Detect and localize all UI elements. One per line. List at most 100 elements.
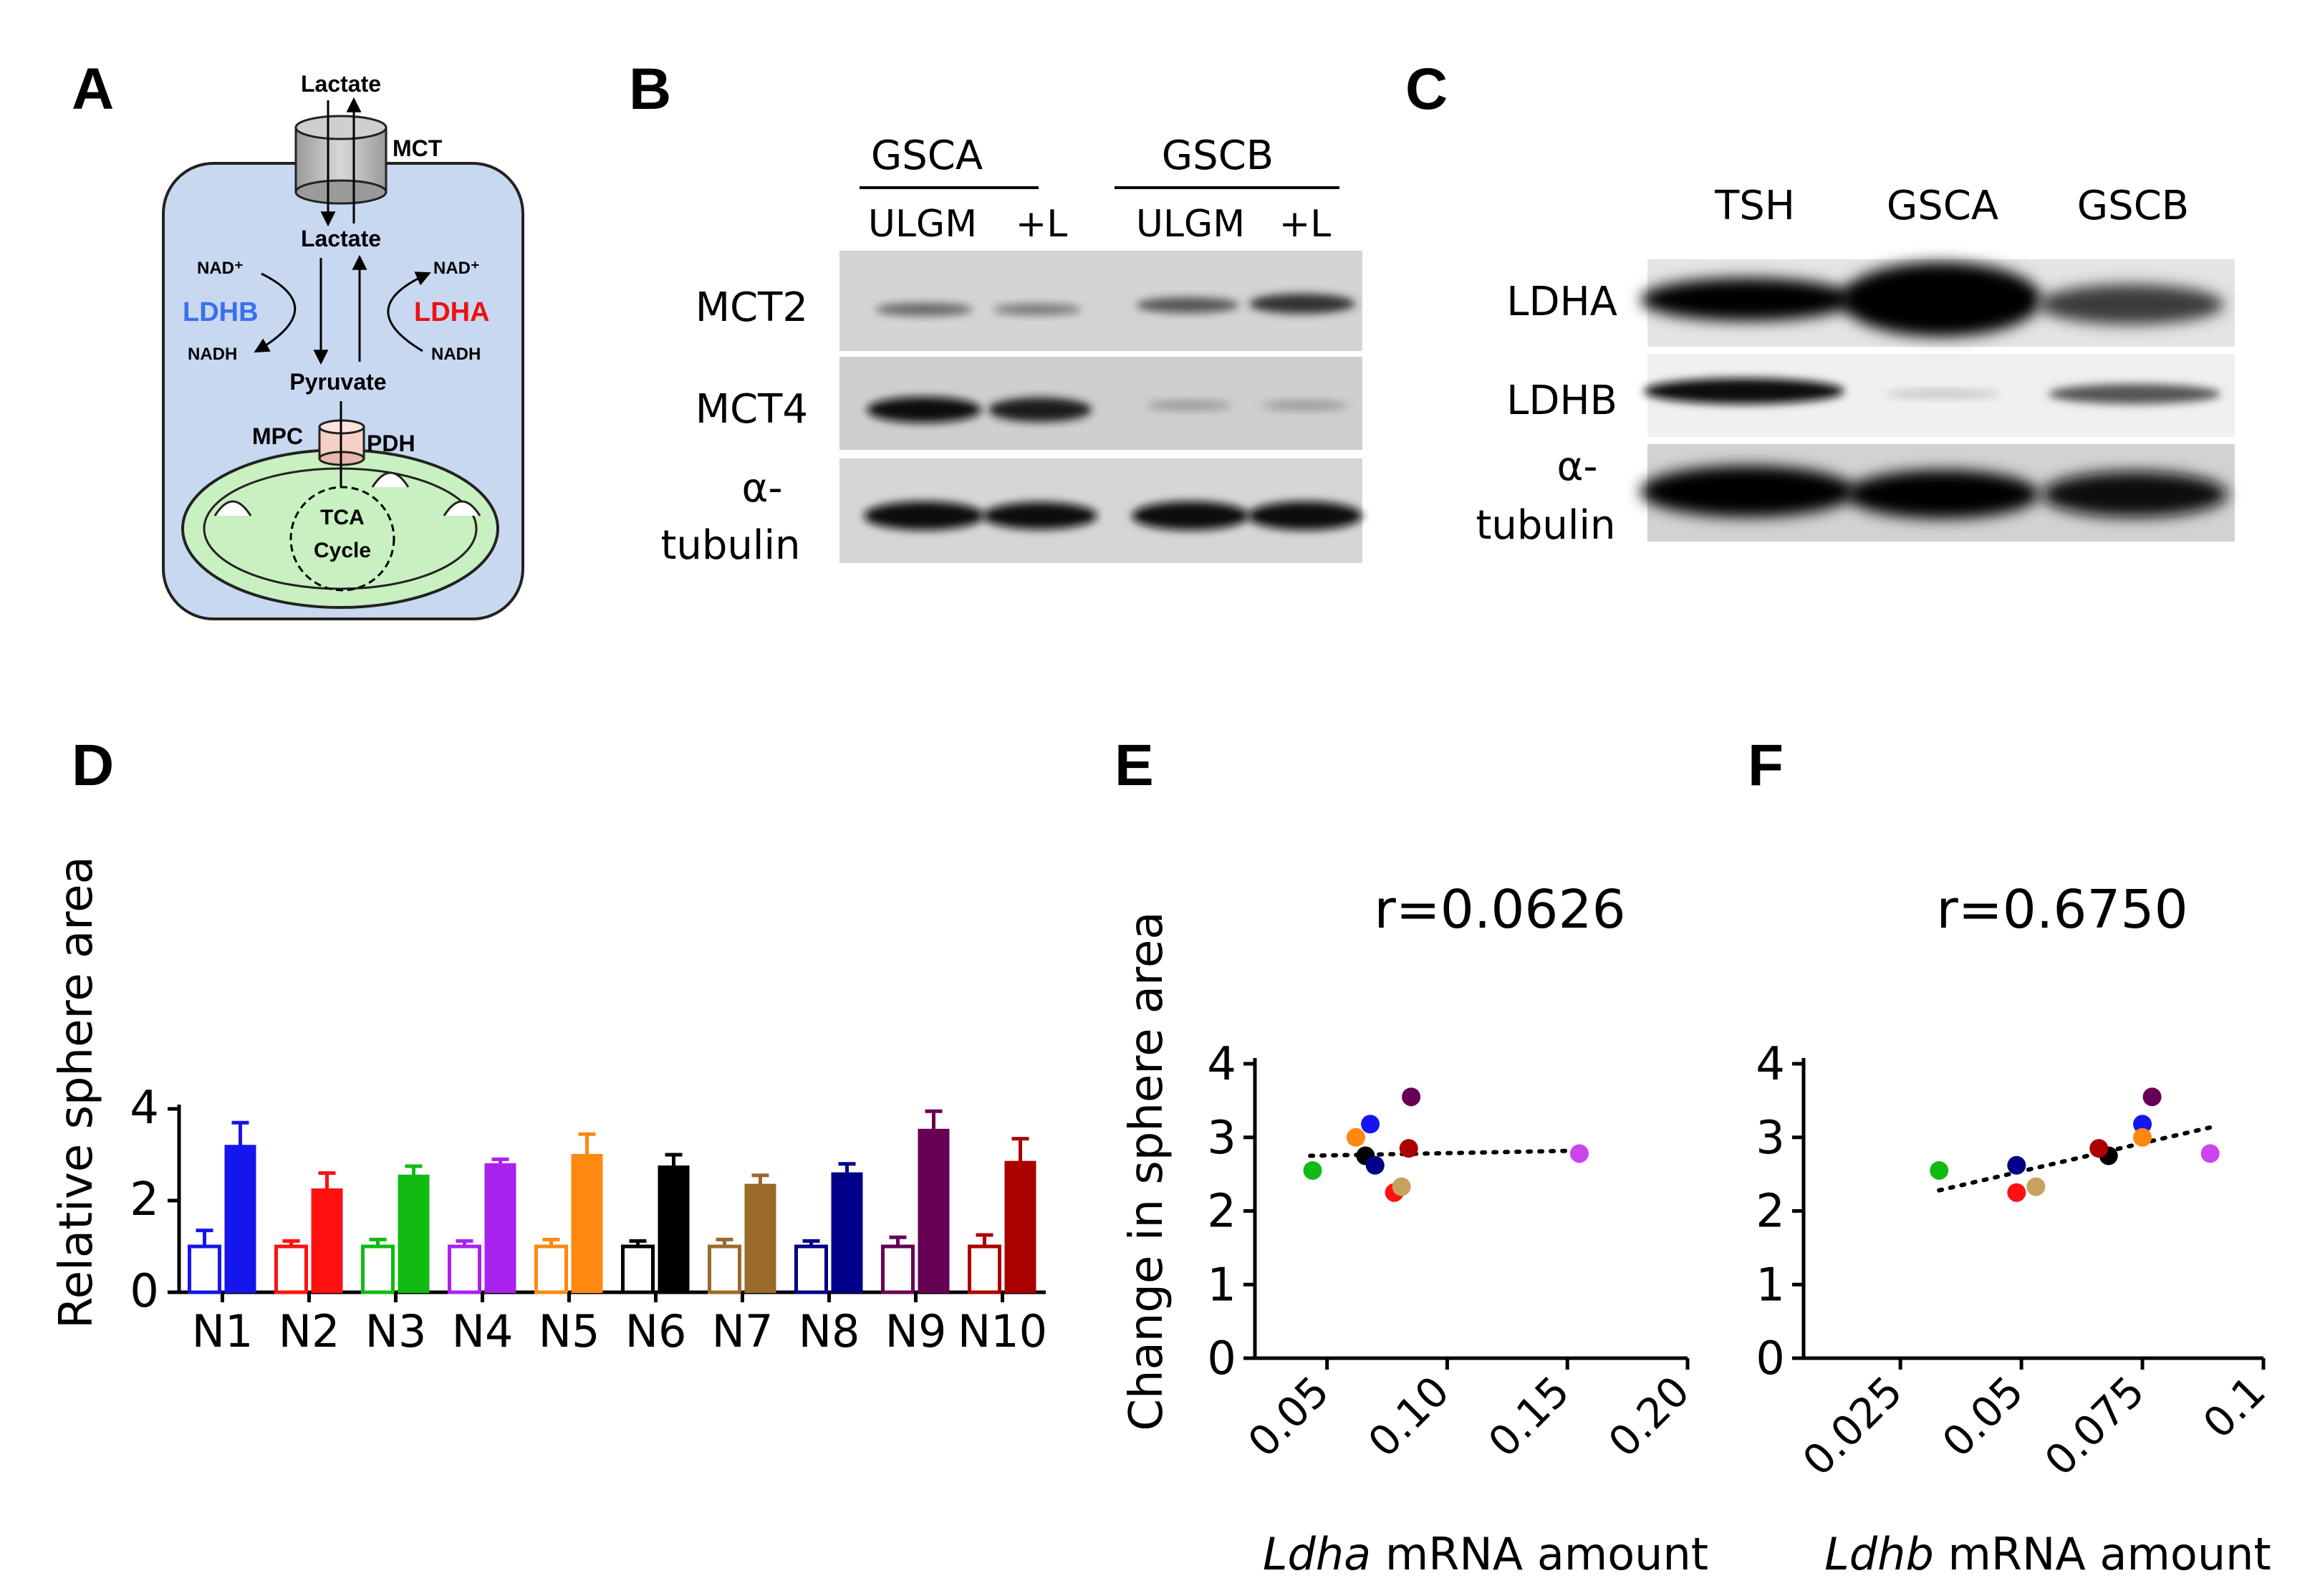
blot-tubulin-b	[839, 458, 1362, 563]
y-tick-label: 1	[1207, 1259, 1236, 1312]
data-point	[1346, 1128, 1365, 1147]
ldha-label: LDHA	[414, 297, 490, 327]
bar-n1-lactate	[224, 1145, 256, 1293]
blot-mct4	[839, 357, 1362, 450]
row-label-tubulin-b-2: tubulin	[660, 522, 800, 569]
bar-n10-control	[968, 1244, 1001, 1294]
bar-n9-control	[881, 1244, 915, 1294]
panel-letter-c: C	[1405, 57, 1448, 122]
x-axis-label: Ldha mRNA amount	[1263, 1528, 1708, 1580]
y-tick-label: 0	[1756, 1332, 1785, 1385]
panel-c: C TSH GSCA GSCB LDHA LDHB α- tubulin	[1405, 57, 2235, 549]
x-axis-label-rest: mRNA amount	[1371, 1528, 1708, 1580]
chart-title: r=0.0626	[1374, 879, 1625, 941]
bar-n2-control	[274, 1244, 308, 1294]
data-point	[1570, 1144, 1589, 1163]
x-tick-label: 0.075	[2035, 1367, 2153, 1485]
mpc-label: MPC	[252, 423, 303, 449]
row-label-tubulin-b-1: α-	[741, 465, 782, 511]
lactate-extracellular: Lactate	[301, 71, 381, 97]
data-point	[1399, 1139, 1418, 1158]
panel-a: A TCA Cycle Lactate MCT Lactate NAD⁺ NAD…	[72, 57, 524, 620]
tca-cycle-circle	[289, 486, 395, 592]
scatter-chart-f: r=0.6750 0 1 2 3 4 0.025 0.05 0.075 0.1 Ldhb mRNA …	[1756, 879, 2275, 1580]
x-tick-label: N1	[192, 1305, 254, 1357]
bar-n3-control	[361, 1244, 395, 1294]
scatter-chart-e: r=0.0626 0 1 2 3 4 0.05 0.10 0.15 0.20 Change in s…	[1120, 879, 1708, 1580]
bar-n7-lactate	[744, 1183, 776, 1293]
data-point	[1361, 1115, 1380, 1134]
lane-label-gscb-c: GSCB	[2077, 183, 2189, 229]
y-tick-label: 4	[1756, 1038, 1785, 1091]
x-tick-label: 0.20	[1599, 1367, 1699, 1466]
bar-n9-lactate	[918, 1128, 950, 1294]
lane-label-gsca-ulgm: ULGM	[868, 203, 977, 246]
x-tick-label: N7	[712, 1305, 774, 1357]
bar-n4-control	[448, 1244, 481, 1294]
bar-n5-lactate	[571, 1154, 603, 1293]
bar-chart-d: 0 2 4 Relative sphere area N1 N2 N3 N4 N5 N6 N7 N8 N…	[50, 856, 1047, 1357]
bar-n1-control	[188, 1244, 221, 1294]
bar-n8-lactate	[831, 1172, 863, 1293]
chart-title: r=0.6750	[1936, 879, 2188, 941]
x-tick-label: N8	[799, 1305, 860, 1357]
blot-ldhb	[1644, 354, 2235, 437]
nadh-right: NADH	[431, 345, 481, 364]
y-tick-label: 4	[130, 1082, 159, 1135]
data-point	[2133, 1115, 2152, 1134]
nadh-left: NADH	[188, 345, 237, 364]
data-point	[2007, 1155, 2026, 1175]
panel-letter-d: D	[72, 733, 114, 798]
panel-letter-a: A	[72, 57, 114, 122]
group-label-gscb: GSCB	[1162, 133, 1274, 179]
data-point	[1402, 1087, 1421, 1107]
y-axis-label: Relative sphere area	[50, 856, 103, 1329]
panel-letter-b: B	[629, 57, 671, 122]
x-tick-label: 0.15	[1479, 1367, 1579, 1466]
x-axis-label-gene: Ldhb	[1824, 1528, 1934, 1580]
data-point	[1303, 1160, 1322, 1180]
lane-label-tsh: TSH	[1714, 183, 1795, 229]
panel-f: F r=0.6750 0 1 2 3 4 0.025 0.05 0.075 0.1 Ldhb mRN…	[1748, 733, 2275, 1580]
ldhb-label: LDHB	[183, 297, 259, 327]
data-point	[1392, 1177, 1411, 1196]
bar-n6-control	[621, 1244, 655, 1294]
bar-n8-control	[794, 1244, 828, 1294]
y-tick-label: 3	[1756, 1112, 1785, 1165]
row-label-mct2: MCT2	[696, 284, 808, 331]
data-point	[2200, 1144, 2220, 1163]
row-label-mct4: MCT4	[696, 386, 808, 433]
panel-letter-e: E	[1115, 733, 1154, 798]
x-tick-label: N3	[365, 1305, 427, 1357]
x-axis-label-rest: mRNA amount	[1934, 1528, 2271, 1580]
bar-n3-lactate	[398, 1174, 430, 1294]
panel-letter-f: F	[1748, 733, 1784, 798]
x-tick-label: 0.05	[1238, 1367, 1338, 1466]
trend-line	[1937, 1124, 2218, 1193]
bar-n5-control	[534, 1244, 568, 1294]
lane-label-gscb-ulgm: ULGM	[1136, 203, 1245, 246]
x-tick-label: 0.025	[1794, 1367, 1912, 1485]
x-tick-label: 0.1	[2194, 1367, 2275, 1448]
data-point	[2133, 1128, 2152, 1147]
bar-n4-lactate	[484, 1163, 516, 1294]
lane-label-gsca-c: GSCA	[1887, 183, 1998, 229]
x-tick-label: 0.05	[1933, 1367, 2033, 1466]
lane-label-gscb-l: +L	[1279, 203, 1332, 246]
nad-ldhb-curve	[254, 272, 297, 353]
row-label-tubulin-c-1: α-	[1556, 443, 1597, 490]
data-point	[2026, 1177, 2046, 1196]
nad-left: NAD⁺	[197, 259, 244, 278]
y-tick-label: 4	[1207, 1038, 1236, 1091]
row-label-tubulin-c-2: tubulin	[1476, 502, 1615, 549]
cristae	[213, 471, 481, 516]
tca-label: TCA	[320, 506, 365, 529]
panel-b: B GSCA GSCB ULGM +L ULGM +L MCT2 MCT4 α-…	[629, 57, 1362, 569]
data-point	[1930, 1160, 1949, 1180]
lactate-intracellular: Lactate	[301, 226, 381, 251]
bar-n7-control	[708, 1244, 741, 1294]
bar-n6-lactate	[658, 1165, 690, 1293]
x-tick-label: N10	[958, 1305, 1047, 1357]
y-tick-label: 2	[1756, 1186, 1785, 1239]
blot-ldha	[1640, 259, 2235, 347]
